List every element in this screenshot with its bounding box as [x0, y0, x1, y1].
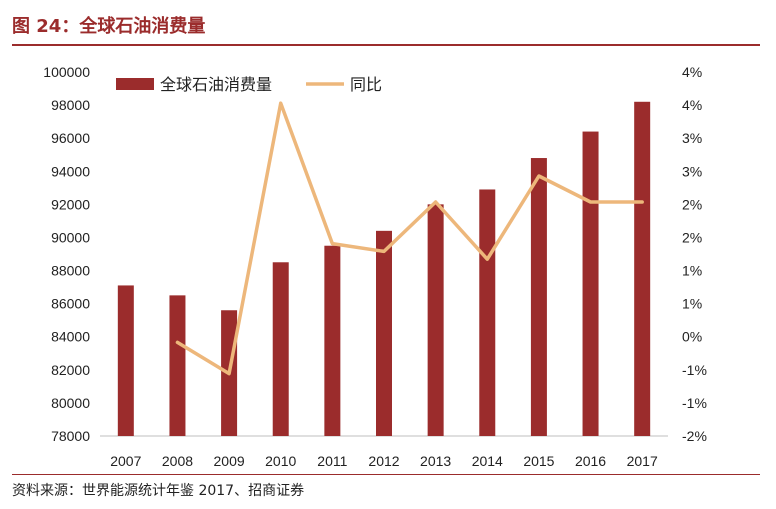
- y-right-tick-label: 0%: [682, 329, 702, 345]
- bar: [479, 189, 496, 436]
- bar: [376, 230, 392, 436]
- y-right-tick-label: 4%: [682, 64, 702, 80]
- y-right-tick-label: 1%: [682, 296, 702, 312]
- y-right-tick-label: 2%: [682, 196, 702, 212]
- source-divider: [12, 474, 760, 475]
- legend-bar-label: 全球石油消费量: [160, 76, 272, 94]
- x-tick-label: 2017: [627, 453, 658, 469]
- bar: [530, 158, 547, 436]
- x-tick-label: 2012: [368, 453, 399, 469]
- yoy-line: [175, 101, 644, 376]
- x-tick-label: 2007: [110, 453, 141, 469]
- y-left-tick-label: 80000: [51, 395, 90, 411]
- bar: [427, 204, 444, 436]
- y-right-tick-label: 3%: [682, 130, 702, 146]
- x-tick-label: 2008: [162, 453, 193, 469]
- y-right-tick-label: 1%: [682, 263, 702, 279]
- y-right-tick-label: -2%: [682, 428, 707, 444]
- x-tick-label: 2013: [420, 453, 451, 469]
- figure-title: 图 24：全球石油消费量: [12, 16, 206, 37]
- y-left-tick-label: 82000: [51, 362, 90, 378]
- y-right-tick-label: 3%: [682, 163, 702, 179]
- y-right-tick-label: -1%: [682, 395, 707, 411]
- y-left-tick-label: 98000: [51, 97, 90, 113]
- legend-bar-swatch: [116, 78, 154, 90]
- bar: [169, 295, 186, 436]
- bar: [582, 131, 599, 436]
- x-tick-label: 2010: [265, 453, 296, 469]
- source-note: 资料来源：世界能源统计年鉴 2017、招商证券: [12, 483, 305, 499]
- x-tick-label: 2009: [214, 453, 245, 469]
- y-right-tick-label: -1%: [682, 362, 707, 378]
- y-left-tick-label: 78000: [51, 428, 90, 444]
- y-left-tick-label: 88000: [51, 263, 90, 279]
- legend-line-label: 同比: [350, 76, 382, 94]
- y-left-tick-label: 84000: [51, 329, 90, 345]
- bar: [634, 101, 651, 437]
- y-left-tick-label: 90000: [51, 229, 90, 245]
- bar: [117, 285, 134, 436]
- x-tick-label: 2011: [317, 453, 347, 469]
- y-left-tick-label: 94000: [51, 163, 90, 179]
- y-right-tick-label: 4%: [682, 97, 702, 113]
- title-divider: [12, 44, 760, 46]
- bar: [272, 262, 289, 436]
- bar: [324, 245, 341, 436]
- x-tick-label: 2016: [575, 453, 606, 469]
- x-tick-label: 2015: [523, 453, 554, 469]
- y-left-tick-label: 100000: [43, 64, 90, 80]
- x-tick-label: 2014: [472, 453, 503, 469]
- y-left-tick-label: 96000: [51, 130, 90, 146]
- y-left-tick-label: 86000: [51, 296, 90, 312]
- y-left-tick-label: 92000: [51, 196, 90, 212]
- y-right-tick-label: 2%: [682, 229, 702, 245]
